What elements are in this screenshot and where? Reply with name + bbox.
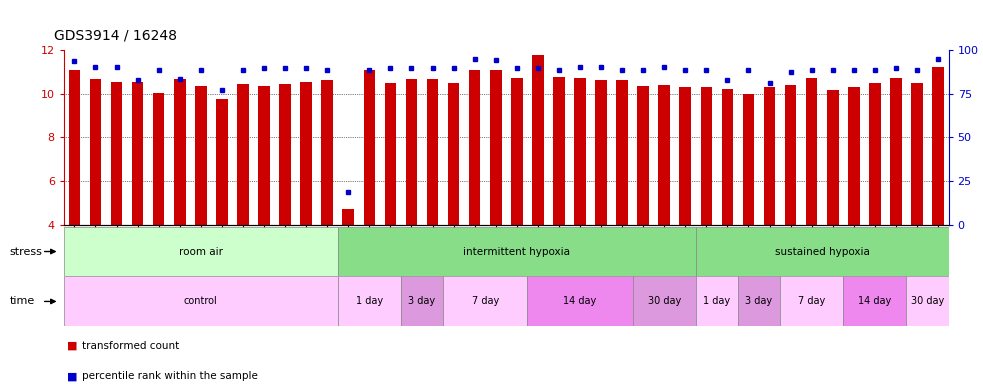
Bar (64, 227, 338, 276)
Bar (527, 276, 633, 326)
Text: sustained hypoxia: sustained hypoxia (775, 247, 870, 257)
Bar (469, 70, 481, 225)
Bar (869, 83, 881, 225)
Text: 7 day: 7 day (472, 296, 498, 306)
Bar (848, 87, 859, 225)
Bar (338, 227, 696, 276)
Bar (153, 93, 164, 225)
Bar (259, 86, 269, 225)
Bar (596, 81, 607, 225)
Bar (490, 70, 501, 225)
Text: GDS3914 / 16248: GDS3914 / 16248 (54, 28, 177, 42)
Bar (132, 81, 144, 225)
Text: 14 day: 14 day (563, 296, 597, 306)
Bar (764, 87, 776, 225)
Text: 14 day: 14 day (858, 296, 892, 306)
Bar (659, 85, 670, 225)
Bar (448, 83, 459, 225)
Bar (891, 78, 901, 225)
Text: percentile rank within the sample: percentile rank within the sample (82, 371, 258, 381)
Bar (679, 87, 691, 225)
Bar (321, 81, 333, 225)
Text: 1 day: 1 day (356, 296, 383, 306)
Bar (69, 70, 81, 225)
Bar (553, 77, 564, 225)
Bar (237, 84, 249, 225)
Bar (195, 86, 206, 225)
Text: control: control (184, 296, 217, 306)
Text: ■: ■ (67, 341, 78, 351)
Bar (384, 83, 396, 225)
Bar (111, 81, 122, 225)
Text: 30 day: 30 day (648, 296, 681, 306)
Text: intermittent hypoxia: intermittent hypoxia (463, 247, 570, 257)
Bar (342, 209, 354, 225)
Text: 7 day: 7 day (798, 296, 826, 306)
Bar (743, 94, 754, 225)
Bar (827, 90, 838, 225)
Bar (574, 78, 586, 225)
Bar (637, 86, 649, 225)
Text: room air: room air (179, 247, 223, 257)
Bar (781, 276, 843, 326)
Text: 30 day: 30 day (911, 296, 944, 306)
Bar (738, 276, 781, 326)
Bar (174, 79, 186, 225)
Bar (406, 79, 417, 225)
Bar (216, 99, 228, 225)
Bar (701, 87, 712, 225)
Bar (401, 276, 443, 326)
Bar (338, 276, 401, 326)
Text: stress: stress (10, 247, 42, 257)
Bar (279, 84, 291, 225)
Bar (443, 276, 527, 326)
Text: time: time (10, 296, 35, 306)
Text: transformed count: transformed count (82, 341, 179, 351)
Text: 3 day: 3 day (745, 296, 773, 306)
Bar (843, 276, 906, 326)
Bar (722, 89, 733, 225)
Bar (696, 276, 738, 326)
Bar (532, 55, 544, 225)
Text: 3 day: 3 day (408, 296, 435, 306)
Bar (89, 79, 101, 225)
Bar (364, 70, 376, 225)
Bar (784, 85, 796, 225)
Bar (616, 81, 628, 225)
Bar (511, 78, 523, 225)
Bar (64, 276, 338, 326)
Bar (806, 78, 818, 225)
Bar (301, 81, 312, 225)
Bar (932, 68, 944, 225)
Bar (427, 79, 438, 225)
Text: 1 day: 1 day (703, 296, 730, 306)
Bar (633, 276, 696, 326)
Bar (911, 83, 923, 225)
Bar (906, 276, 949, 326)
Text: ■: ■ (67, 371, 78, 381)
Bar (696, 227, 949, 276)
